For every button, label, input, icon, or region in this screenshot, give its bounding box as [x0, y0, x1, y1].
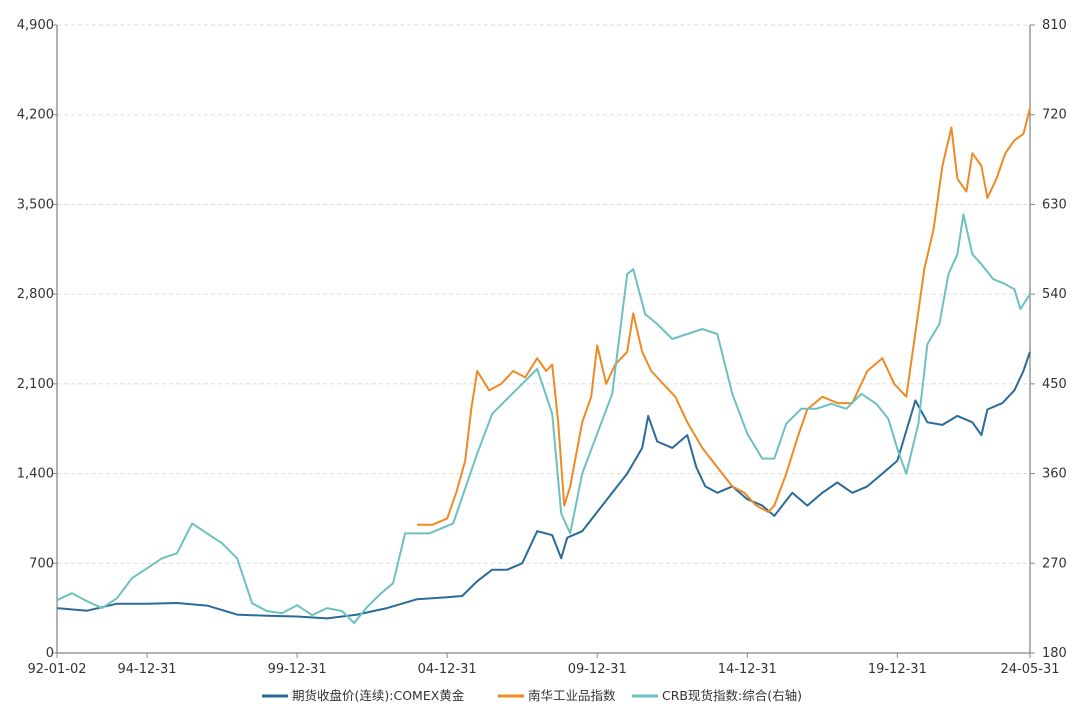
series-line-1 [56, 351, 1031, 620]
axes [56, 25, 1031, 654]
right-tick-label: 540 [1042, 287, 1067, 302]
right-tick-label: 180 [1042, 646, 1067, 661]
x-tick-label: 92-01-02 [27, 662, 86, 677]
legend: 期货收盘价(连续):COMEX黄金 南华工业品指数 CRB现货指数:综合(右轴) [262, 688, 802, 703]
right-tick-label: 270 [1042, 556, 1067, 571]
left-tick-label: 1,400 [17, 467, 54, 482]
right-tick-label: 630 [1042, 197, 1067, 212]
x-tick-label: 14-12-31 [718, 662, 777, 677]
left-tick-label: 3,500 [17, 197, 54, 212]
right-tick-label: 720 [1042, 108, 1067, 123]
series-line-2 [417, 108, 1031, 526]
right-tick-label: 450 [1042, 377, 1067, 392]
left-tick-label: 4,900 [17, 18, 54, 33]
legend-label: CRB现货指数:综合(右轴) [662, 688, 802, 703]
x-tick-label: 09-12-31 [568, 662, 627, 677]
x-tick-label: 99-12-31 [268, 662, 327, 677]
left-tick-label: 0 [46, 646, 54, 661]
right-axis-ticks: 180 270 360 450 540 630 720 810 [1030, 18, 1067, 661]
legend-label: 南华工业品指数 [528, 688, 616, 703]
right-tick-label: 810 [1042, 18, 1067, 33]
gridlines [57, 24, 1030, 564]
legend-item-2: 南华工业品指数 [498, 688, 616, 703]
legend-label: 期货收盘价(连续):COMEX黄金 [292, 688, 465, 703]
left-tick-label: 2,100 [17, 377, 54, 392]
right-tick-label: 360 [1042, 467, 1067, 482]
left-tick-label: 4,200 [17, 108, 54, 123]
x-tick-label: 19-12-31 [868, 662, 927, 677]
series-lines [56, 108, 1031, 625]
x-tick-label: 04-12-31 [418, 662, 477, 677]
left-tick-label: 700 [29, 556, 54, 571]
x-tick-label: 94-12-31 [118, 662, 177, 677]
x-tick-label: 24-05-31 [1000, 662, 1059, 677]
legend-item-1: 期货收盘价(连续):COMEX黄金 [262, 688, 465, 703]
legend-item-3: CRB现货指数:综合(右轴) [632, 688, 802, 703]
left-axis-ticks: 0 700 1,400 2,100 2,800 3,500 4,200 4,900 [17, 18, 57, 661]
left-tick-label: 2,800 [17, 287, 54, 302]
series-line-3 [56, 213, 1031, 625]
x-axis-ticks: 92-01-02 94-12-31 99-12-31 04-12-31 09-12-31… [27, 653, 1060, 677]
